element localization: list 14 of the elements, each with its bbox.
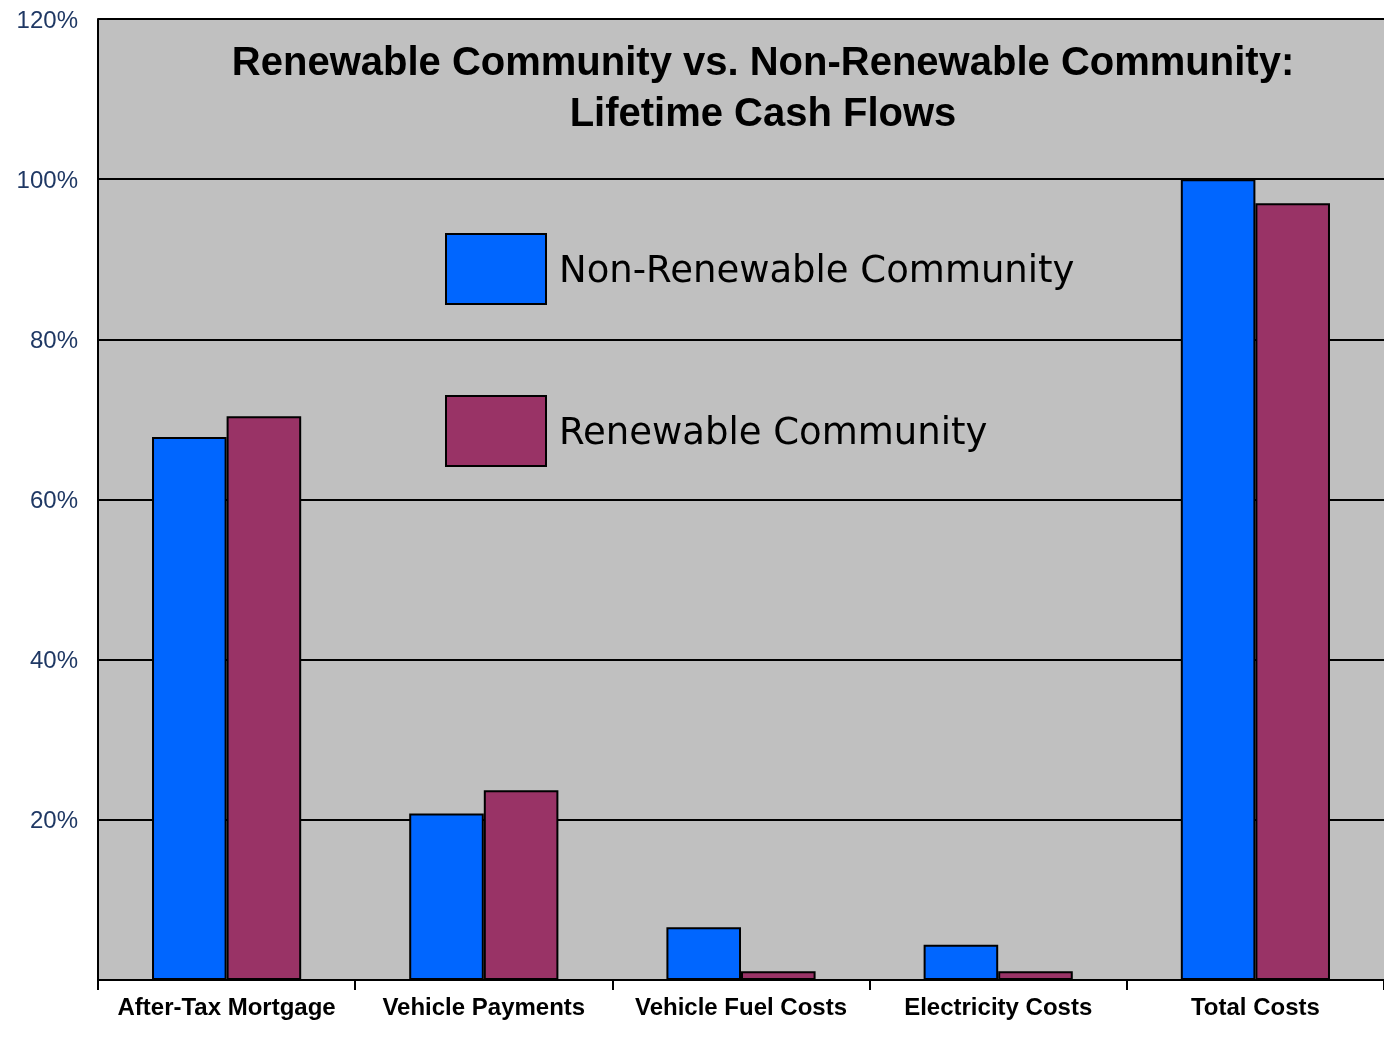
- y-tick-label: 20%: [29, 806, 78, 834]
- y-tick-label: 40%: [29, 646, 78, 674]
- legend-label: Renewable Community: [559, 409, 988, 453]
- x-tick-label: Total Costs: [1190, 992, 1320, 1020]
- x-tick-label: Electricity Costs: [904, 992, 1093, 1020]
- y-tick-label: 60%: [29, 486, 78, 513]
- y-tick-label: 120%: [16, 5, 78, 33]
- text: Renewable Community vs. Non-Renewable Community: Lifetime Cash Flows: [231, 38, 1295, 134]
- x-tick-label: Vehicle Fuel Costs: [634, 992, 848, 1020]
- y-tick-label: 100%: [16, 165, 78, 193]
- y-tick-label: 80%: [29, 325, 78, 353]
- x-tick-label: After-Tax Mortgage: [117, 992, 336, 1020]
- legend-label: Non-Renewable Community: [559, 247, 1075, 291]
- x-tick-label: Vehicle Payments: [382, 992, 586, 1020]
